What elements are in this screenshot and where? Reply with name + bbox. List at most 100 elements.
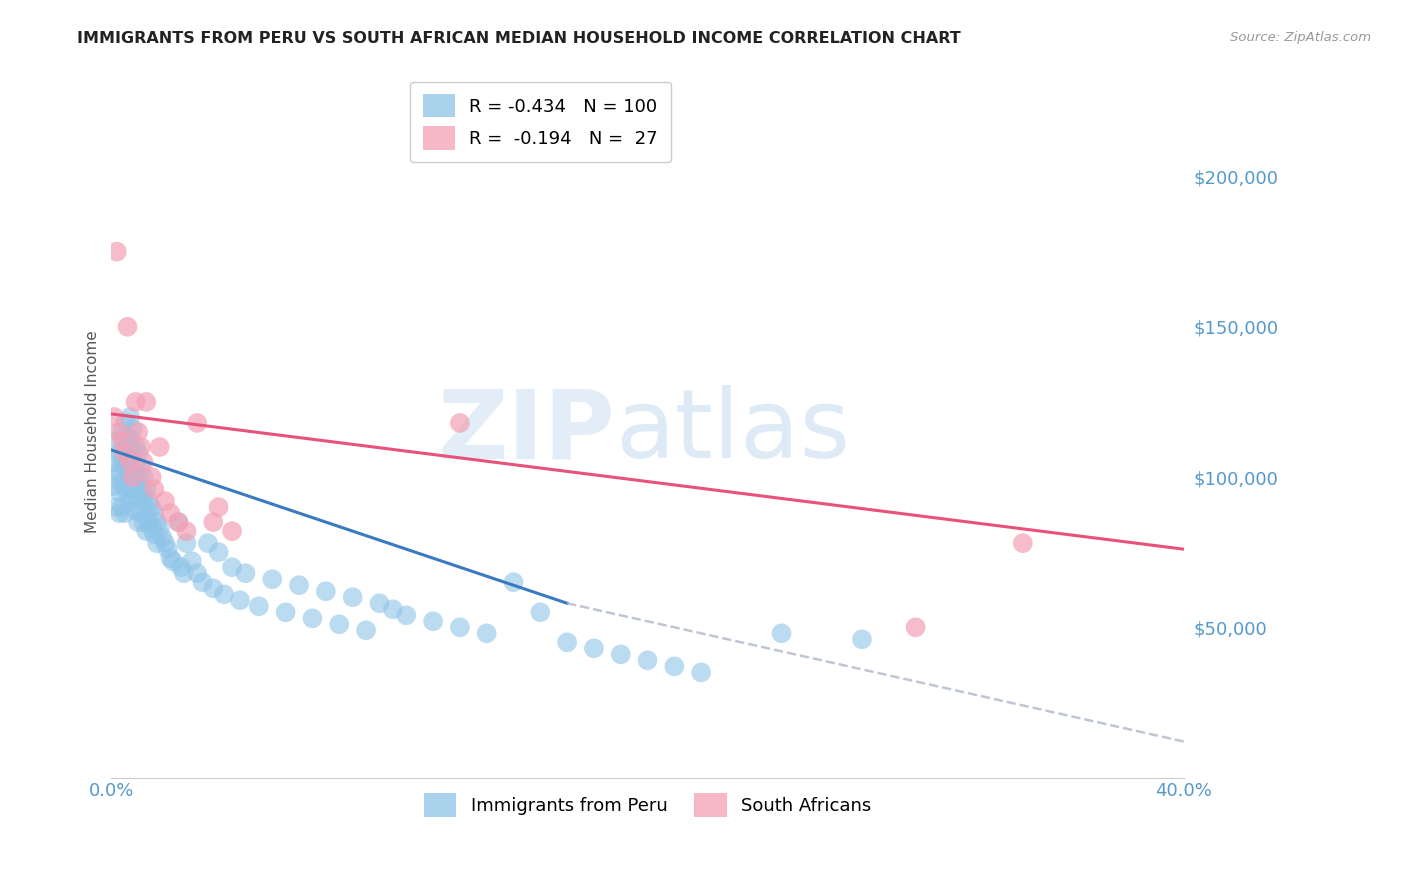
Point [288,578,311,592]
Point [124,395,146,409]
Point [173,566,195,581]
Point [582,641,605,656]
Point [105,470,128,484]
Text: ZIP: ZIP [437,385,616,478]
Point [395,608,418,623]
Point [114,416,136,430]
Point [153,494,176,508]
Point [114,440,136,454]
Point [111,425,134,439]
Point [120,409,142,424]
Point [328,617,350,632]
Point [114,461,136,475]
Point [108,464,131,478]
Point [475,626,498,640]
Point [342,591,364,605]
Y-axis label: Median Household Income: Median Household Income [86,331,100,533]
Point [127,515,149,529]
Point [117,482,139,496]
Point [191,575,214,590]
Point [103,409,125,424]
Point [135,395,157,409]
Point [221,560,243,574]
Point [127,470,149,484]
Point [114,506,136,520]
Point [135,524,157,538]
Point [138,494,160,508]
Point [150,530,173,544]
Point [167,515,190,529]
Point [103,455,125,469]
Point [127,491,149,505]
Point [637,653,659,667]
Point [202,515,225,529]
Point [851,632,873,647]
Point [120,449,142,463]
Point [111,455,134,469]
Point [117,319,139,334]
Point [156,542,179,557]
Point [301,611,323,625]
Point [315,584,337,599]
Point [121,491,143,505]
Point [120,431,142,445]
Point [121,470,143,484]
Point [132,455,155,469]
Point [170,560,193,574]
Point [186,566,208,581]
Point [135,482,157,496]
Point [114,446,136,460]
Point [221,524,243,538]
Point [121,422,143,436]
Point [124,440,146,454]
Point [132,491,155,505]
Point [132,470,155,484]
Point [149,440,172,454]
Point [422,615,444,629]
Point [127,425,149,439]
Point [105,434,128,448]
Point [159,551,181,566]
Point [127,446,149,460]
Point [129,482,152,496]
Point [129,440,152,454]
Point [105,500,128,514]
Point [120,470,142,484]
Point [120,494,142,508]
Point [103,479,125,493]
Point [197,536,219,550]
Point [146,536,169,550]
Point [141,500,163,514]
Point [368,596,391,610]
Point [129,506,152,520]
Point [202,581,225,595]
Point [529,605,551,619]
Point [117,434,139,448]
Point [121,446,143,460]
Point [212,587,235,601]
Point [114,482,136,496]
Point [162,554,184,568]
Point [229,593,252,607]
Text: Source: ZipAtlas.com: Source: ZipAtlas.com [1230,31,1371,45]
Point [247,599,270,614]
Point [153,536,176,550]
Point [120,455,142,469]
Point [108,425,131,439]
Point [108,485,131,500]
Point [208,545,231,559]
Point [146,515,169,529]
Point [381,602,404,616]
Point [186,416,208,430]
Point [1011,536,1033,550]
Point [555,635,578,649]
Point [904,620,927,634]
Point [108,506,131,520]
Point [141,521,163,535]
Point [149,521,172,535]
Point [609,648,631,662]
Point [105,244,128,259]
Legend: Immigrants from Peru, South Africans: Immigrants from Peru, South Africans [416,786,879,824]
Point [176,524,198,538]
Text: atlas: atlas [616,385,851,478]
